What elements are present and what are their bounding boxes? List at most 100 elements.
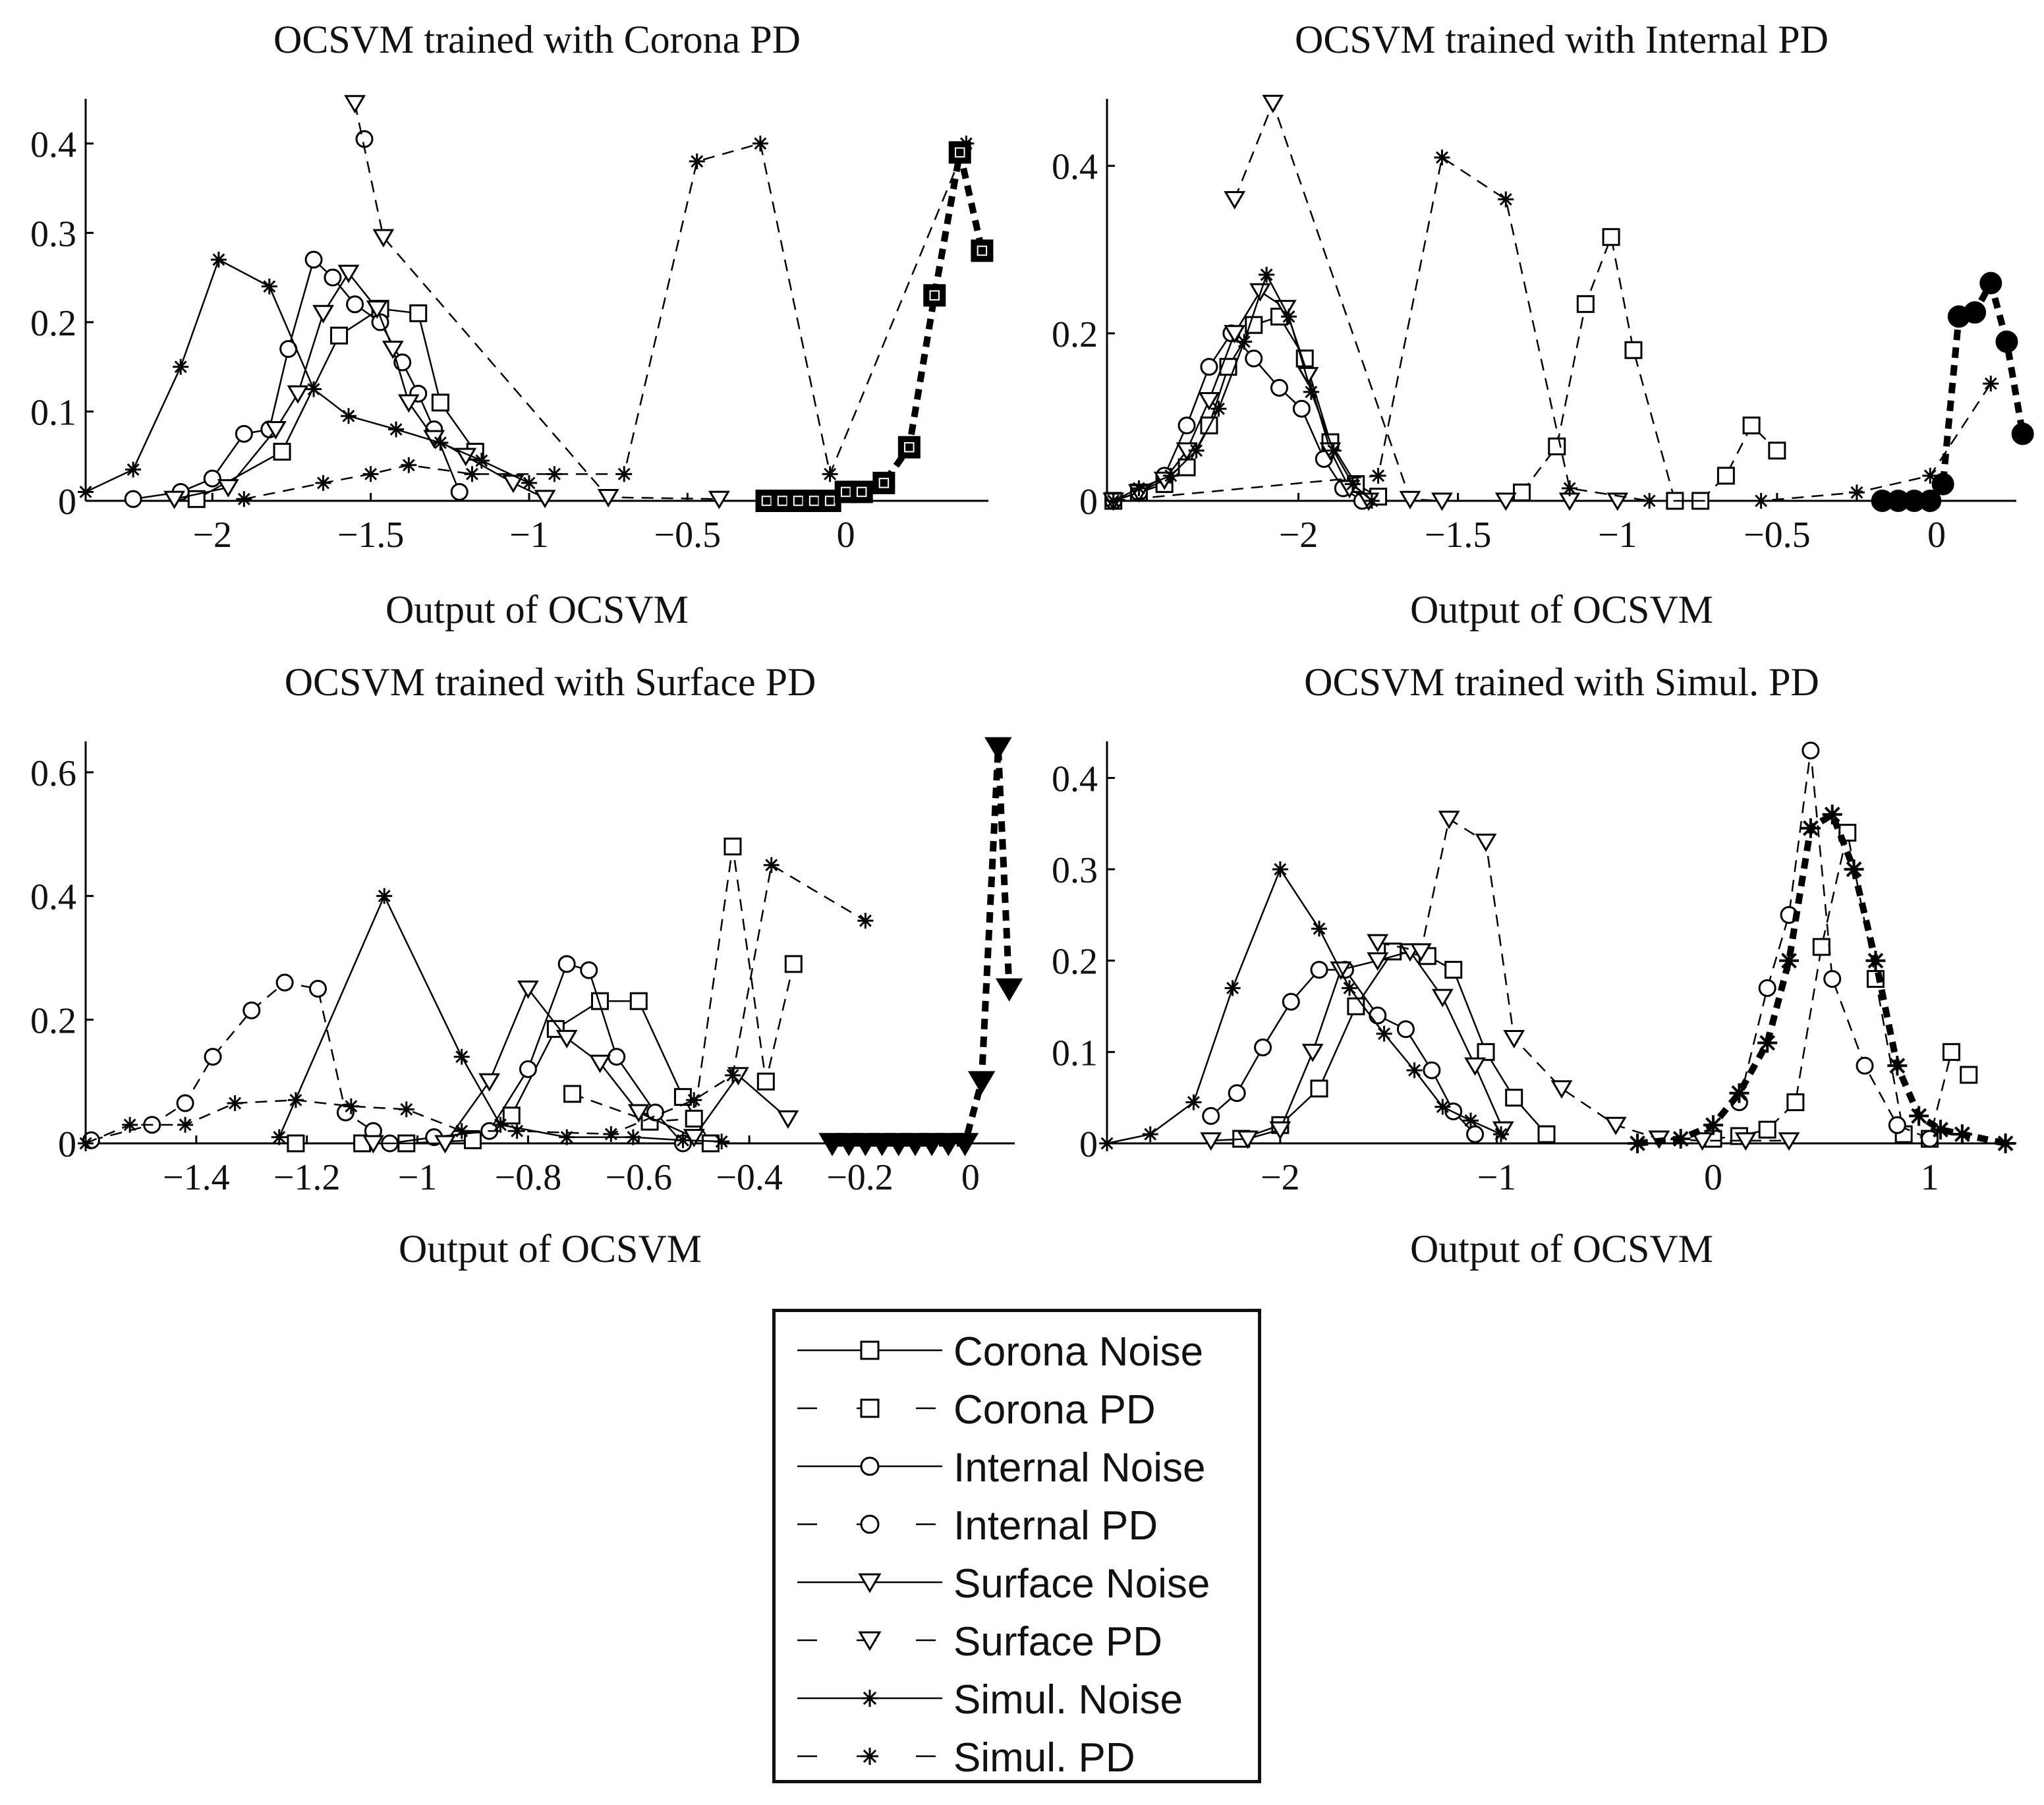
data-point-surface-noise [627,1104,650,1123]
data-point-internal-noise [1245,349,1263,368]
data-point-corona-pd [850,480,873,503]
legend-label: Internal Noise [953,1445,1206,1491]
data-point-simul-pd [1562,480,1578,496]
data-point-internal-pd [1823,969,1842,988]
data-point-corona-pd [1624,341,1643,359]
data-point-internal-noise [1282,992,1300,1011]
data-point-surface-noise [163,490,186,509]
data-point-simul-pd [177,1116,194,1133]
legend-swatch-internal-pd [797,1514,942,1534]
legend-item-simul-pd: Simul. PD [776,1729,1258,1788]
data-point-simul-pd [1757,1033,1778,1053]
series-internal-pd [1871,272,2034,512]
y-tick-label: 0.4 [30,125,76,165]
series-corona-pd [563,838,803,1131]
data-point-simul-pd [1729,1083,1749,1103]
data-point-internal-noise [1466,1125,1485,1143]
data-point-corona-pd [685,1109,703,1128]
data-point-corona-pd [1960,1066,1978,1084]
data-point-corona-pd [1548,437,1566,455]
data-point-internal-pd [1802,741,1820,760]
data-point-internal-noise [1178,416,1196,435]
y-tick-label: 0.2 [30,1000,76,1041]
data-point-simul-noise [173,358,189,375]
data-point-simul-pd [236,491,252,507]
data-point-simul-pd [1983,376,1999,392]
legend-marker-triangle-down [858,1573,882,1593]
data-point-corona-pd [971,239,994,262]
data-point-corona-noise [701,1134,720,1153]
data-point-corona-noise [629,992,648,1010]
x-tick-label: 1 [1921,1157,1939,1198]
x-axis-label: Output of OCSVM [1410,588,1713,631]
series-line-surface-pd [832,744,1013,1147]
data-point-internal-pd [1758,979,1776,997]
data-point-simul-noise [675,1132,691,1149]
data-point-corona-pd [1512,483,1531,501]
data-point-simul-pd [1865,950,1886,971]
data-point-simul-pd [1370,467,1386,484]
data-point-simul-noise [473,453,490,469]
data-point-simul-pd [1909,1106,1929,1126]
data-point-surface-pd [1494,492,1517,511]
chart-title: OCSVM trained with Internal PD [1295,18,1829,61]
data-point-surface-noise [1301,1043,1324,1062]
data-point-surface-noise [1297,366,1319,386]
data-point-corona-pd [1812,938,1831,956]
data-point-surface-noise [478,1073,501,1092]
data-point-internal-pd [176,1094,194,1112]
x-tick-label: −0.6 [605,1157,672,1198]
data-point-surface-noise [517,980,539,999]
data-point-surface-noise [1200,1132,1222,1151]
data-point-simul-pd [1641,493,1658,509]
data-point-internal-noise [519,1060,537,1078]
data-point-internal-noise [1270,378,1288,397]
data-point-simul-pd [1922,467,1939,484]
legend-swatch-simul-pd [797,1748,942,1765]
x-tick-label: −0.2 [826,1157,894,1198]
data-point-corona-noise [1219,358,1237,376]
legend-label: Simul. Noise [953,1677,1183,1723]
data-point-surface-noise [1367,952,1389,971]
data-point-internal-noise [1202,1106,1220,1125]
data-point-simul-noise [1236,333,1253,350]
data-point-internal-pd [1979,272,2002,295]
data-point-corona-noise [1444,961,1463,979]
data-point-simul-noise [1325,442,1342,459]
data-point-surface-pd [1550,1080,1573,1099]
data-point-surface-pd [1606,492,1629,511]
data-point-internal-pd [275,973,294,992]
series-line-surface-pd [354,103,720,500]
data-point-simul-pd [603,1126,619,1142]
data-point-internal-noise [235,424,253,443]
data-point-surface-noise [362,1135,384,1154]
data-point-surface-pd [918,1133,946,1157]
series-corona-noise [187,300,484,508]
chart-panel-1: OCSVM trained with Corona PD −2 −1.5 −1 −0.5… [30,18,994,631]
series-corona-noise [1232,942,1556,1148]
data-point-surface-noise [217,479,239,498]
data-point-surface-noise [1224,325,1246,344]
y-tick-label: 0 [58,1124,76,1165]
data-point-internal-pd [2011,422,2034,445]
data-point-internal-noise [1396,1020,1415,1039]
data-point-simul-pd [689,153,705,169]
data-point-corona-noise [1310,1079,1328,1098]
x-tick-label: 0 [961,1157,980,1198]
data-point-surface-pd [708,490,730,509]
x-tick-label: −1 [509,515,549,556]
series-line-simul-pd [85,864,866,1145]
legend-marker-star [861,1690,878,1707]
legend-marker-square [860,1398,880,1418]
data-point-simul-pd [1952,1124,1972,1145]
series-line-internal-pd [1738,749,1931,1140]
series-line-corona-pd [1713,832,1970,1140]
data-point-surface-noise [264,421,287,440]
data-point-simul-noise [1259,266,1275,283]
data-point-simul-pd [1105,493,1121,509]
data-point-simul-noise [376,888,393,904]
data-point-simul-pd [122,1116,138,1133]
legend-label: Internal PD [953,1503,1158,1549]
data-point-corona-noise [409,304,428,322]
series-internal-noise [124,250,468,508]
